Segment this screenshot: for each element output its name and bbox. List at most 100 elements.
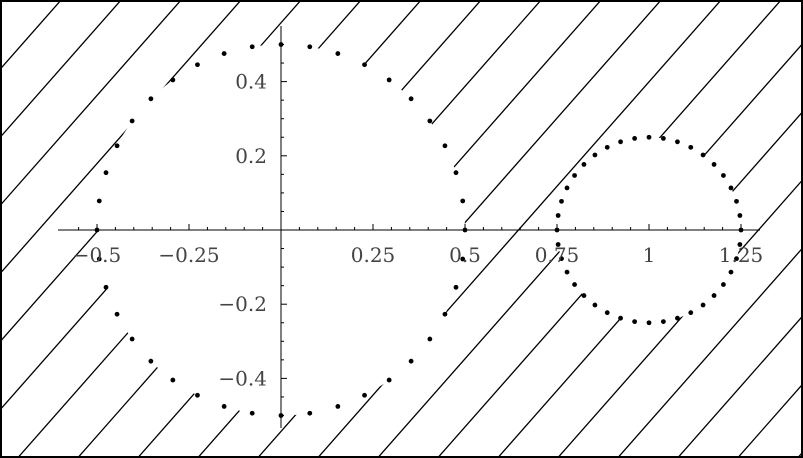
large-circle-point [114,143,120,149]
x-tick-label: −0.5 [73,243,122,267]
large-circle-point [408,358,414,364]
small-circle-point [604,310,610,316]
y-tick-label: 0.2 [235,144,267,168]
small-circle-point [564,185,570,191]
small-circle-point [660,135,666,141]
large-circle-point [195,392,200,398]
small-circle-point [660,319,666,325]
x-tick-label: 1.25 [719,243,764,267]
large-circle-point [442,143,448,149]
small-circle-point [559,256,564,262]
small-circle-point [592,302,598,308]
large-circle-point [148,358,154,364]
large-circle-point [96,256,102,262]
large-circle-point [114,311,120,317]
y-tick-label: −0.2 [218,292,267,316]
large-circle-point [129,336,135,342]
x-tick-label: −0.25 [158,243,219,267]
large-circle-point [386,77,392,83]
large-circle-point [460,198,466,204]
large-circle-point [96,198,102,204]
small-circle-point [554,227,560,233]
hatch-line [736,382,803,458]
small-circle-point [604,144,610,150]
small-circle-point [721,282,726,287]
small-circle-point [688,144,694,150]
large-circle-point [453,284,459,290]
large-circle-point [221,51,227,56]
hatch-line [0,0,242,275]
large-circle-point [460,256,466,262]
hatch-line [0,0,2,3]
small-circle-point [700,302,706,308]
small-circle-point [688,310,694,316]
large-circle-point [307,44,313,50]
small-circle-point [728,185,734,191]
hatch-line [316,0,722,458]
y-tick-label: −0.4 [218,366,267,390]
large-circle-point [408,96,414,102]
small-circle-point [572,173,577,178]
large-circle-point [278,413,284,418]
small-circle-point [711,293,717,298]
small-circle-point [555,242,561,247]
large-circle-point [462,227,468,233]
small-circle-point [738,227,744,233]
small-circle-point [564,269,570,275]
small-circle-point [737,213,743,218]
hatch-line [676,314,803,458]
small-circle-point [646,134,652,140]
hatch-line [556,178,803,458]
small-circle-point [646,320,652,326]
small-circle-point [675,139,680,145]
large-circle-point [442,311,448,317]
small-circle-point [581,293,587,298]
large-circle-point [103,284,109,290]
small-circle-point [632,319,638,325]
hatch-line [0,0,122,139]
large-circle-point [221,404,227,409]
large-circle-point [362,62,367,68]
small-circle-point [675,315,680,321]
x-tick-label: 0.5 [449,243,481,267]
small-circle-point [581,162,587,167]
tick-labels: −0.5 −0.25 0.25 0.5 0.75 1 1.25 0.4 0.2 −0.2 −0.4 [73,70,764,391]
small-circle-point [618,139,623,145]
large-circle-point [335,51,341,56]
large-circle-point [195,62,200,68]
small-circle-point [618,315,623,321]
large-circle-point [386,377,392,383]
large-circle-point [335,404,341,409]
small-circle-point [711,162,717,167]
small-circle-point [734,198,739,204]
small-circle-point [700,152,706,158]
small-circle-point [592,152,598,158]
large-circle-point [249,410,255,416]
large-circle-point [427,118,433,124]
large-circle-point [278,42,284,47]
small-circle-point [734,256,739,262]
large-circle-point [307,410,313,416]
small-circle-point [721,173,726,178]
small-circle-point [737,242,743,247]
y-tick-label: 0.4 [235,70,267,94]
large-circle-point [94,227,100,233]
small-circle-point [728,269,734,275]
data-points [94,42,744,418]
large-circle-point [170,77,176,83]
large-circle-point [170,377,176,383]
large-circle-point [148,96,154,102]
large-circle-point [453,170,459,176]
large-circle-point [249,44,255,50]
small-circle-point [572,282,577,287]
hatch-line [0,0,182,207]
hatch-line [796,450,803,458]
large-circle-point [362,392,367,398]
hatch-line [0,0,62,71]
large-circle-point [129,118,135,124]
x-tick-label: 0.25 [351,243,396,267]
small-circle-point [632,135,638,141]
x-tick-label: 1 [643,243,656,267]
